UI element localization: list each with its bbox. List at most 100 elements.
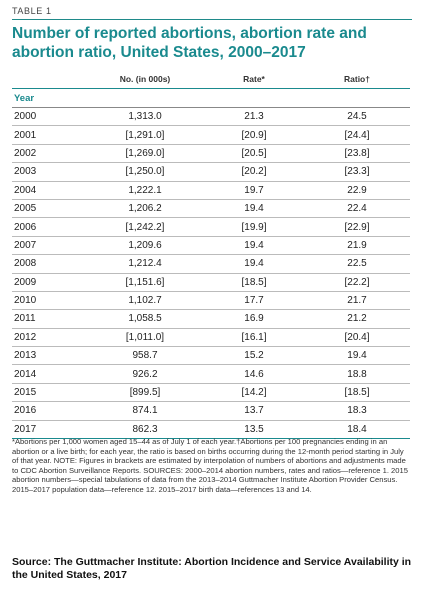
cell-rate: [20.5] [204, 144, 304, 164]
table-row: 2007 1,209.6 19.4 21.9 [12, 236, 410, 256]
cell-rate: 19.4 [204, 254, 304, 274]
cell-year: 2006 [12, 217, 86, 237]
cell-year: 2009 [12, 273, 86, 292]
cell-ratio: 18.3 [304, 401, 410, 421]
table-label: TABLE 1 [12, 6, 52, 16]
cell-rate: [20.2] [204, 162, 304, 182]
cell-year: 2001 [12, 125, 86, 145]
column-header-row: No. (in 000s) Rate* Ratio† [12, 70, 410, 89]
cell-year: 2000 [12, 107, 86, 127]
top-rule [12, 19, 412, 20]
table-row: 2015 [899.5] [14.2] [18.5] [12, 383, 410, 403]
cell-ratio: [22.9] [304, 217, 410, 237]
abortion-table: No. (in 000s) Rate* Ratio† Year 2000 1,31… [12, 70, 410, 440]
table-row: 2016 874.1 13.7 18.3 [12, 401, 410, 421]
column-header-empty [12, 70, 86, 89]
table-row: 2006 [1,242.2] [19.9] [22.9] [12, 217, 410, 237]
cell-number: 1,222.1 [86, 181, 204, 200]
table-row: 2009 [1,151.6] [18.5] [22.2] [12, 273, 410, 292]
cell-ratio: [23.3] [304, 162, 410, 182]
cell-year: 2016 [12, 401, 86, 421]
cell-number: 1,313.0 [86, 107, 204, 127]
table-row: 2012 [1,011.0] [16.1] [20.4] [12, 328, 410, 348]
cell-ratio: 18.8 [304, 364, 410, 384]
cell-year: 2004 [12, 181, 86, 200]
table-row: 2003 [1,250.0] [20.2] [23.3] [12, 162, 410, 182]
year-header: Year [12, 88, 410, 108]
cell-rate: [16.1] [204, 328, 304, 348]
table-row: 2014 926.2 14.6 18.8 [12, 364, 410, 384]
cell-rate: [14.2] [204, 383, 304, 403]
cell-number: 1,058.5 [86, 309, 204, 329]
cell-ratio: 22.9 [304, 181, 410, 200]
table-row: 2013 958.7 15.2 19.4 [12, 346, 410, 366]
cell-rate: 15.2 [204, 346, 304, 366]
cell-number: 1,206.2 [86, 199, 204, 219]
table-card: TABLE 1 Number of reported abortions, ab… [12, 6, 412, 494]
cell-ratio: 21.7 [304, 291, 410, 311]
cell-ratio: [22.2] [304, 273, 410, 292]
cell-number: 1,212.4 [86, 254, 204, 274]
cell-rate: 16.9 [204, 309, 304, 329]
cell-rate: 19.4 [204, 199, 304, 219]
cell-rate: 17.7 [204, 291, 304, 311]
cell-rate: 13.7 [204, 401, 304, 421]
cell-number: [899.5] [86, 383, 204, 403]
cell-ratio: 22.4 [304, 199, 410, 219]
source-citation: Source: The Guttmacher Institute: Aborti… [12, 556, 412, 581]
table-row: 2001 [1,291.0] [20.9] [24.4] [12, 125, 410, 145]
cell-number: [1,011.0] [86, 328, 204, 348]
table-row: 2008 1,212.4 19.4 22.5 [12, 254, 410, 274]
table-row: 2010 1,102.7 17.7 21.7 [12, 291, 410, 311]
table-notes: *Abortions per 1,000 women aged 15–44 as… [12, 437, 408, 494]
cell-year: 2007 [12, 236, 86, 256]
cell-ratio: [24.4] [304, 125, 410, 145]
column-header-ratio: Ratio† [304, 70, 410, 89]
column-header-rate: Rate* [204, 70, 304, 89]
cell-number: 1,102.7 [86, 291, 204, 311]
cell-ratio: 21.2 [304, 309, 410, 329]
cell-rate: 19.4 [204, 236, 304, 256]
table-row: 2000 1,313.0 21.3 24.5 [12, 107, 410, 127]
cell-ratio: [20.4] [304, 328, 410, 348]
cell-rate: 13.5 [204, 420, 304, 440]
cell-year: 2010 [12, 291, 86, 311]
cell-rate: 14.6 [204, 364, 304, 384]
cell-year: 2008 [12, 254, 86, 274]
cell-number: 1,209.6 [86, 236, 204, 256]
cell-ratio: [18.5] [304, 383, 410, 403]
cell-number: 862.3 [86, 420, 204, 440]
cell-rate: [20.9] [204, 125, 304, 145]
cell-number: [1,291.0] [86, 125, 204, 145]
cell-rate: 19.7 [204, 181, 304, 200]
cell-number: [1,269.0] [86, 144, 204, 164]
cell-number: 958.7 [86, 346, 204, 366]
table-row: 2002 [1,269.0] [20.5] [23.8] [12, 144, 410, 164]
cell-rate: 21.3 [204, 107, 304, 127]
table-title: Number of reported abortions, abortion r… [12, 25, 367, 61]
cell-number: 926.2 [86, 364, 204, 384]
cell-year: 2015 [12, 383, 86, 403]
table-row: 2017 862.3 13.5 18.4 [12, 420, 410, 440]
column-header-number: No. (in 000s) [86, 70, 204, 89]
cell-number: [1,242.2] [86, 217, 204, 237]
cell-year: 2012 [12, 328, 86, 348]
cell-year: 2003 [12, 162, 86, 182]
cell-rate: [19.9] [204, 217, 304, 237]
cell-ratio: 22.5 [304, 254, 410, 274]
cell-ratio: 24.5 [304, 107, 410, 127]
cell-year: 2002 [12, 144, 86, 164]
cell-number: [1,151.6] [86, 273, 204, 292]
cell-year: 2017 [12, 420, 86, 440]
cell-year: 2014 [12, 364, 86, 384]
table-row: 2011 1,058.5 16.9 21.2 [12, 309, 410, 329]
cell-ratio: [23.8] [304, 144, 410, 164]
cell-number: [1,250.0] [86, 162, 204, 182]
cell-ratio: 19.4 [304, 346, 410, 366]
year-header-row: Year [12, 88, 410, 108]
cell-ratio: 18.4 [304, 420, 410, 440]
cell-ratio: 21.9 [304, 236, 410, 256]
table-row: 2004 1,222.1 19.7 22.9 [12, 181, 410, 200]
cell-year: 2005 [12, 199, 86, 219]
cell-year: 2013 [12, 346, 86, 366]
